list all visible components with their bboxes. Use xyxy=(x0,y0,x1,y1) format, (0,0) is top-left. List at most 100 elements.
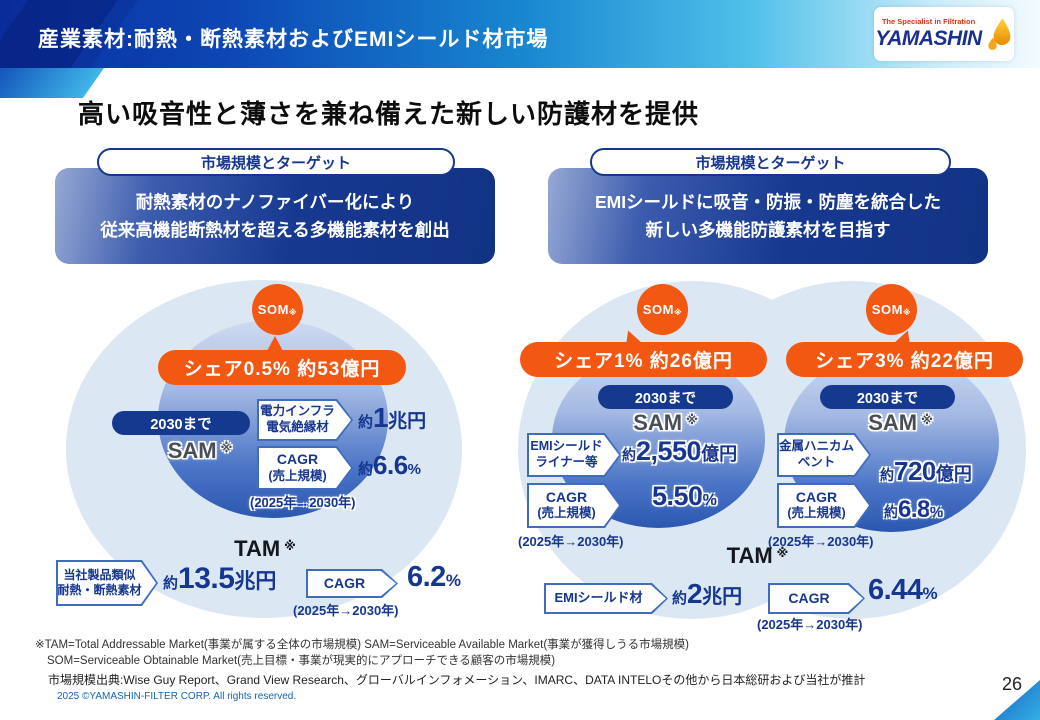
right-tam-cagr-period: (2025年→2030年) xyxy=(757,617,863,632)
som-note-mark: ※ xyxy=(673,307,683,317)
right-a-cagr-period: (2025年→2030年) xyxy=(518,534,624,549)
cagr-label: CAGR xyxy=(788,589,830,606)
right-tam-amount: 約 2 兆円 xyxy=(672,578,742,610)
cagr-label: CAGR xyxy=(276,451,319,468)
right-headline-box: EMIシールドに吸音・防振・防塵を統合した 新しい多機能防護素材を目指す xyxy=(548,168,988,264)
right-b-cagr-period: (2025年→2030年) xyxy=(768,534,874,549)
right-som-circle-b: SOM ※ xyxy=(866,284,917,335)
left-share-banner: シェア0.5% 約53億円 xyxy=(158,350,406,385)
cagr-prefix: 約 xyxy=(884,504,898,520)
amount-unit: 億円 xyxy=(935,464,972,484)
sam-text: SAM xyxy=(868,410,918,435)
amount-number: 2 xyxy=(687,578,703,609)
right-b-cagr-value: 約 6.8% xyxy=(884,496,943,524)
right-share-banner-a: シェア1% 約26億円 xyxy=(520,342,767,377)
right-b-market-tag: 金属ハニカム ベント xyxy=(777,433,871,477)
amount-unit: 兆円 xyxy=(388,411,427,432)
amount-number: 13.5 xyxy=(178,562,235,595)
cagr-number: 6.6 xyxy=(373,450,408,480)
right-som-circle-a: SOM ※ xyxy=(637,284,688,335)
right-sam-label-a: SAM ※ xyxy=(608,410,723,436)
left-sam-amount: 約 1 兆円 xyxy=(358,402,426,434)
tag-line1: 当社製品類似 xyxy=(63,568,136,582)
left-headline-line1: 耐熱素材のナノファイバー化により xyxy=(135,192,415,212)
left-tam-cagr-tag: CAGR xyxy=(306,569,398,598)
cagr-sublabel: (売上規模) xyxy=(787,506,846,521)
slide-header-title: 産業素材:耐熱・断熱素材およびEMIシールド材市場 xyxy=(38,28,549,51)
logo-tagline: The Specialist in Filtration xyxy=(881,17,976,27)
cagr-number: 6.8 xyxy=(898,496,930,523)
cagr-unit: % xyxy=(445,571,461,590)
cagr-number: 6.44 xyxy=(868,574,923,606)
right-share-banner-b: シェア3% 約22億円 xyxy=(786,342,1023,377)
right-tam-market-tag: EMIシールド材 xyxy=(544,583,668,614)
right-section-badge: 市場規模とターゲット xyxy=(590,148,951,176)
amount-prefix: 約 xyxy=(880,467,894,483)
left-som-circle: SOM ※ xyxy=(252,284,303,335)
left-sam-cagr-period: (2025年→2030年) xyxy=(250,495,356,510)
tam-note-mark: ※ xyxy=(776,546,789,560)
som-note-mark: ※ xyxy=(288,307,298,317)
header-band: 産業素材:耐熱・断熱素材およびEMIシールド材市場 xyxy=(0,0,1040,68)
cagr-unit: % xyxy=(922,584,938,603)
left-section-badge: 市場規模とターゲット xyxy=(97,148,455,176)
left-sam-label: SAM ※ xyxy=(130,438,270,464)
right-period-pill-a: 2030まで xyxy=(598,385,733,409)
amount-number: 2,550 xyxy=(636,436,702,466)
left-sam-cagr-tag: CAGR (売上規模) xyxy=(257,446,353,490)
som-label: SOM xyxy=(642,302,674,317)
left-tam-label: TAM ※ xyxy=(220,536,310,562)
left-sam-market-tag: 電力インフラ 電気絶縁材 xyxy=(257,399,353,441)
amount-prefix: 約 xyxy=(622,447,636,463)
left-sam-cagr-value: 約 6.6% xyxy=(358,450,421,481)
som-label: SOM xyxy=(871,302,903,317)
som-note-mark: ※ xyxy=(902,307,912,317)
right-tam-cagr-value: 6.44% xyxy=(868,574,938,607)
cagr-number: 6.2 xyxy=(407,561,446,593)
tag-line2: 耐熱・断熱素材 xyxy=(57,583,142,597)
left-headline-line2: 従来高機能断熱材を超える多機能素材を創出 xyxy=(100,220,450,240)
cagr-number: 5.50 xyxy=(652,481,703,511)
sam-text: SAM xyxy=(633,410,683,435)
page-number: 26 xyxy=(1001,674,1022,694)
amount-prefix: 約 xyxy=(672,590,688,607)
left-tam-cagr-value: 6.2% xyxy=(407,561,461,594)
amount-unit: 億円 xyxy=(701,444,738,464)
footnote-som: SOM=Serviceable Obtainable Market(売上目標・事… xyxy=(47,655,556,667)
left-tam-cagr-period: (2025年→2030年) xyxy=(293,603,399,618)
tam-text: TAM xyxy=(726,543,773,568)
cagr-label: CAGR xyxy=(323,574,366,591)
cagr-label: CAGR xyxy=(795,488,838,505)
tag-line1: EMIシールド材 xyxy=(554,590,643,606)
cagr-unit: % xyxy=(929,504,944,521)
right-a-cagr-tag: CAGR (売上規模) xyxy=(527,483,621,528)
right-tam-label: TAM ※ xyxy=(710,543,805,569)
cagr-label: CAGR xyxy=(545,488,588,505)
tam-text: TAM xyxy=(234,536,281,561)
tag-line1: EMIシールド xyxy=(530,439,603,454)
right-sam-label-b: SAM ※ xyxy=(843,410,958,436)
cagr-prefix: 約 xyxy=(358,461,374,478)
sam-note-mark: ※ xyxy=(921,413,933,427)
oil-droplet-icon xyxy=(988,18,1011,50)
right-period-pill-b: 2030まで xyxy=(820,385,955,409)
right-a-cagr-value: 5.50% xyxy=(652,481,717,512)
yamashin-logo: The Specialist in Filtration YAMASHIN xyxy=(874,7,1014,61)
right-a-amount: 約 2,550 億円 xyxy=(622,436,737,467)
left-tam-market-tag: 当社製品類似 耐熱・断熱素材 xyxy=(56,560,158,606)
amount-unit: 兆円 xyxy=(702,586,743,608)
right-b-amount: 約 720 億円 xyxy=(880,456,972,487)
copyright: 2025 ©YAMASHIN-FILTER CORP. All rights r… xyxy=(57,691,297,702)
right-b-cagr-tag: CAGR (売上規模) xyxy=(777,483,871,528)
sam-note-mark: ※ xyxy=(686,413,698,427)
som-label: SOM xyxy=(257,302,289,317)
left-som-pointer xyxy=(266,336,284,353)
tam-note-mark: ※ xyxy=(284,539,296,553)
market-source-note: 市場規模出典:Wise Guy Report、Grand View Resear… xyxy=(48,673,866,687)
right-headline-line1: EMIシールドに吸音・防振・防塵を統合した xyxy=(594,192,942,212)
cagr-unit: % xyxy=(407,461,422,478)
tag-line1: 電力インフラ xyxy=(260,404,335,419)
amount-number: 1 xyxy=(373,402,389,433)
cagr-sublabel: (売上規模) xyxy=(537,506,596,521)
